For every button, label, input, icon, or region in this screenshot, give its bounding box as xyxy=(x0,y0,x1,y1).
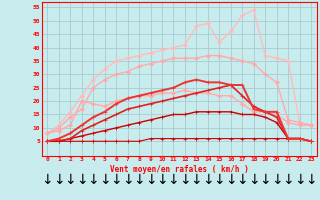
X-axis label: Vent moyen/en rafales ( km/h ): Vent moyen/en rafales ( km/h ) xyxy=(110,165,249,174)
